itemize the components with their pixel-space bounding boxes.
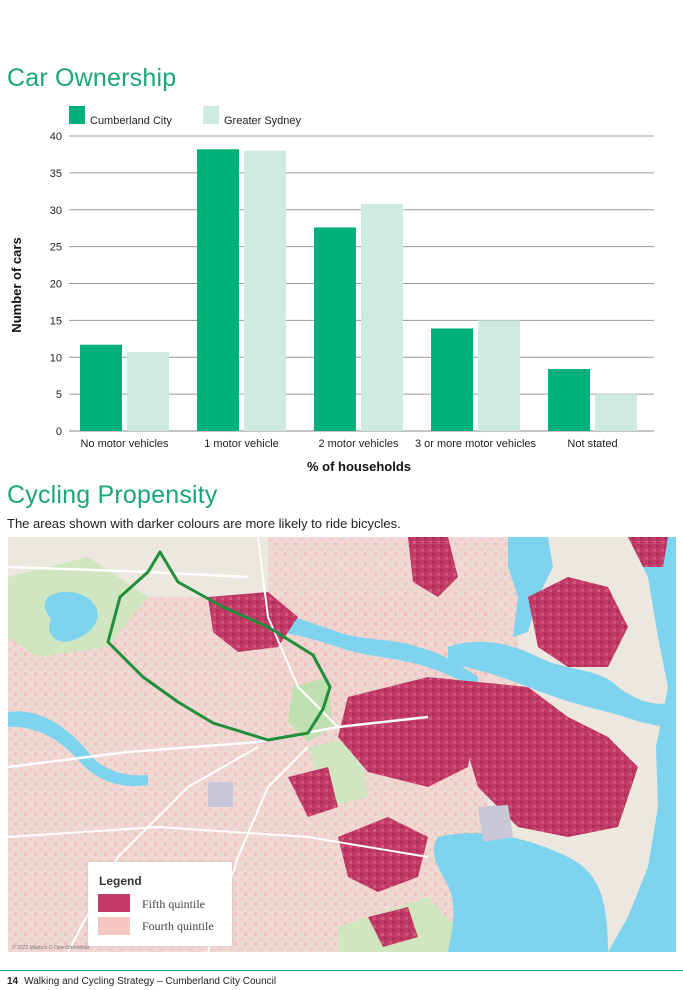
fourth-quintile-label: Fourth quintile xyxy=(142,919,214,933)
bar-cumberland xyxy=(431,328,473,431)
bar-sydney xyxy=(244,150,286,431)
bar-cumberland xyxy=(197,149,239,431)
y-tick-label: 5 xyxy=(56,389,62,401)
x-tick-label: Not stated xyxy=(567,438,617,450)
y-tick-label: 35 xyxy=(50,168,62,180)
cycling-propensity-title: Cycling Propensity xyxy=(7,481,218,509)
x-tick-labels: No motor vehicles 1 motor vehicle 2 motor … xyxy=(80,438,617,450)
y-tick-label: 10 xyxy=(50,352,62,364)
page-footer: 14 Walking and Cycling Strategy – Cumberl… xyxy=(7,976,276,987)
chart-bars xyxy=(80,149,637,431)
bar-sydney xyxy=(127,352,169,431)
y-tick-label: 0 xyxy=(56,426,62,438)
footer-rule xyxy=(0,970,683,971)
fifth-quintile-label: Fifth quintile xyxy=(142,897,205,911)
y-tick-label: 25 xyxy=(50,242,62,254)
legend-label: Greater Sydney xyxy=(224,115,302,127)
x-axis-label: % of households xyxy=(307,459,411,474)
x-tick-label: 2 motor vehicles xyxy=(318,438,399,450)
bar-sydney xyxy=(361,203,403,431)
x-tick-label: No motor vehicles xyxy=(80,438,169,450)
x-tick-label: 3 or more motor vehicles xyxy=(415,438,537,450)
car-ownership-title: Car Ownership xyxy=(7,64,177,92)
y-tick-label: 20 xyxy=(50,279,62,291)
map-attribution: © 2023 Mapbox © OpenStreetMap xyxy=(12,945,90,951)
y-tick-label: 40 xyxy=(50,131,62,143)
bar-cumberland xyxy=(80,344,122,431)
y-axis-label: Number of cars xyxy=(9,237,24,332)
chart-legend: Cumberland City Greater Sydney xyxy=(69,106,302,127)
bar-sydney xyxy=(478,320,520,431)
bar-cumberland xyxy=(314,227,356,431)
y-tick-label: 30 xyxy=(50,205,62,217)
map-legend-title: Legend xyxy=(99,874,142,888)
footer-text: Walking and Cycling Strategy – Cumberlan… xyxy=(24,976,277,987)
fourth-quintile-swatch xyxy=(98,917,130,935)
y-tick-labels: 0 5 10 15 20 25 30 35 40 xyxy=(50,131,62,438)
fifth-quintile-swatch xyxy=(98,894,130,912)
cycling-subtitle: The areas shown with darker colours are … xyxy=(7,516,401,531)
y-tick-label: 15 xyxy=(50,315,62,327)
x-tick-label: 1 motor vehicle xyxy=(204,438,279,450)
legend-swatch xyxy=(69,106,85,124)
bar-sydney xyxy=(595,394,637,431)
page-number: 14 xyxy=(7,976,19,987)
bar-cumberland xyxy=(548,369,590,431)
legend-swatch xyxy=(203,106,219,124)
car-ownership-chart: 0 5 10 15 20 25 30 35 40 No motor vehicles 1 moto… xyxy=(9,106,654,474)
map-legend: Legend Fifth quintile Fourth quintile xyxy=(88,862,232,946)
legend-label: Cumberland City xyxy=(90,115,172,127)
